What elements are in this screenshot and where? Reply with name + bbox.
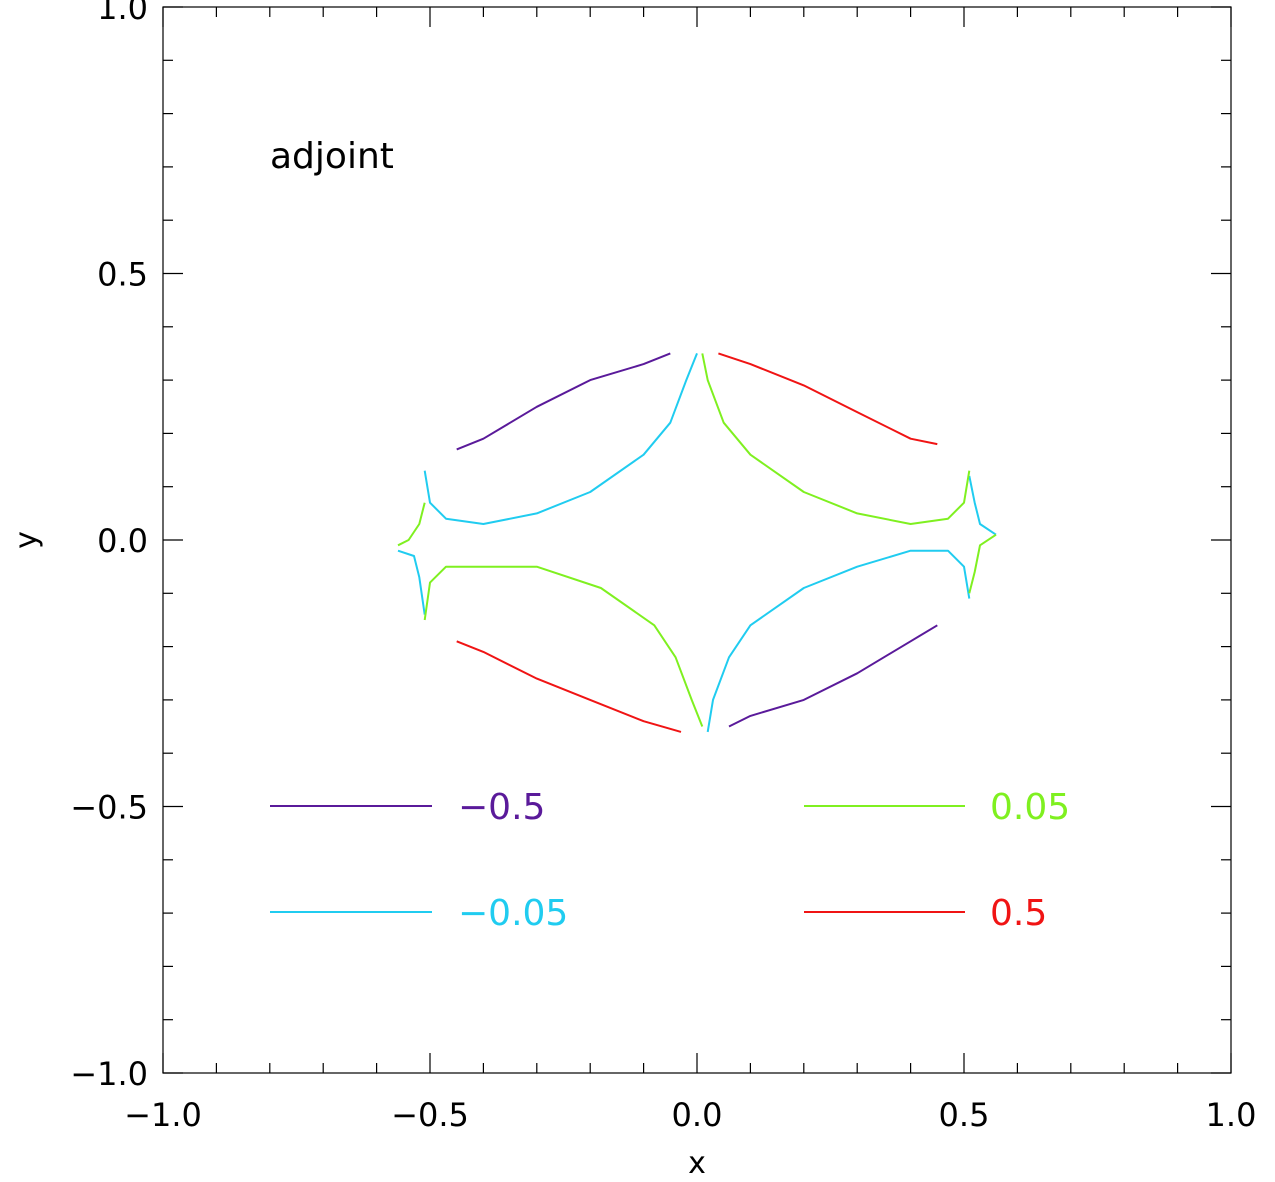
y-axis-label: y [9, 531, 44, 549]
legend-label: 0.5 [990, 893, 1047, 934]
y-tick-label: 0.0 [97, 522, 148, 560]
legend: −0.5 −0.05 0.05 0.5 [270, 787, 1070, 934]
x-tick-label: 0.5 [939, 1096, 990, 1134]
tick-marks [162, 6, 1232, 1074]
x-axis-label: x [688, 1146, 706, 1181]
contour-line [968, 475, 997, 536]
contour-line [423, 565, 704, 727]
contour-line [456, 352, 671, 451]
contour-line [728, 624, 938, 728]
contour-line [397, 549, 426, 615]
y-tick-label: −0.5 [70, 789, 148, 827]
contour-line [456, 640, 682, 733]
contour-line [968, 533, 997, 594]
contour-line [701, 353, 971, 525]
legend-label: 0.05 [990, 787, 1070, 828]
legend-label: −0.5 [458, 787, 545, 828]
x-tick-label: −1.0 [124, 1096, 202, 1134]
x-tick-labels: −1.0 −0.5 0.0 0.5 1.0 [124, 1096, 1256, 1134]
y-tick-labels: −1.0 −0.5 0.0 0.5 1.0 [70, 0, 148, 1093]
contour-line [397, 502, 426, 547]
contour-lines [397, 352, 997, 733]
y-tick-label: 0.5 [97, 256, 148, 294]
legend-label: −0.05 [458, 893, 568, 934]
contour-line [423, 353, 698, 525]
x-tick-label: −0.5 [391, 1096, 469, 1134]
x-tick-label: 1.0 [1206, 1096, 1257, 1134]
contour-line [718, 352, 938, 446]
x-tick-label: 0.0 [672, 1096, 723, 1134]
contour-line [706, 549, 971, 733]
annotation-label: adjoint [270, 136, 394, 177]
y-tick-label: −1.0 [70, 1055, 148, 1093]
y-tick-label: 1.0 [97, 0, 148, 27]
